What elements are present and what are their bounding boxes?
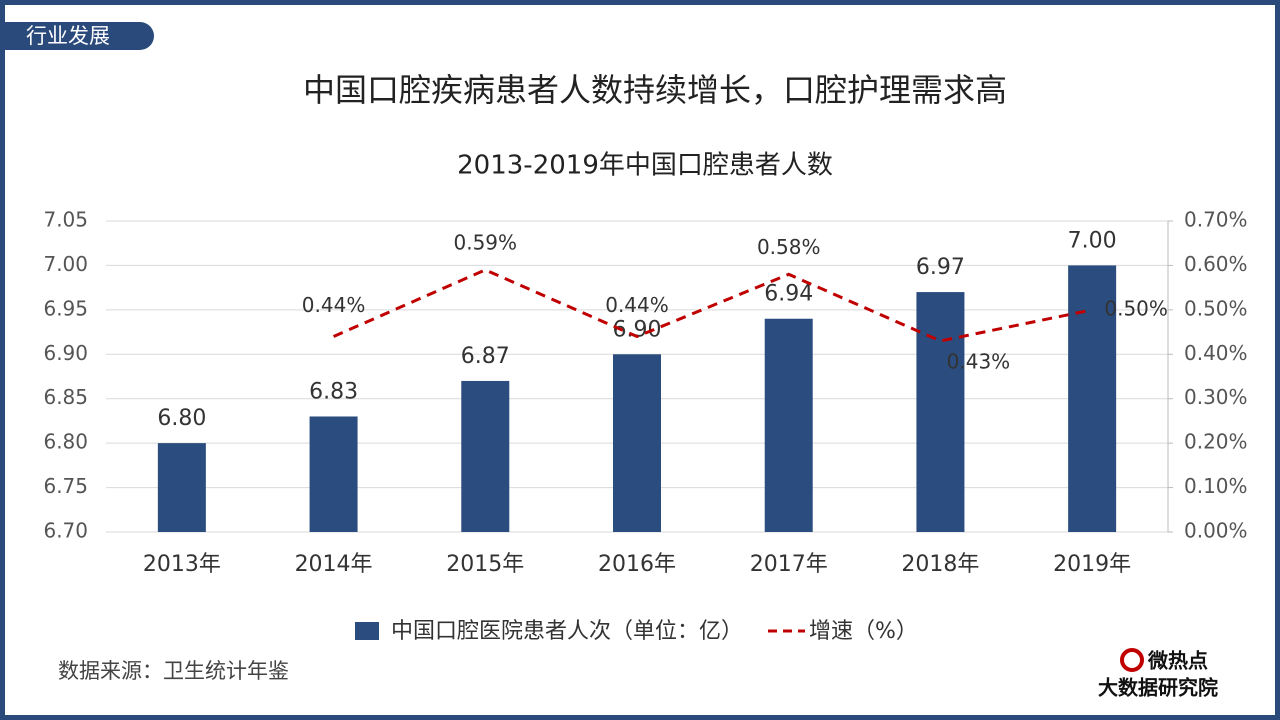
x-tick-label: 2015年 <box>446 552 524 577</box>
x-tick-label: 2014年 <box>295 552 373 577</box>
y2-tick-label: 0.60% <box>1184 252 1248 276</box>
source: 数据来源：卫生统计年鉴 <box>58 659 289 683</box>
y2-tick-label: 0.10% <box>1184 474 1248 498</box>
chart-title: 2013-2019年中国口腔患者人数 <box>457 151 833 181</box>
bar <box>764 318 813 532</box>
x-tick-label: 2018年 <box>901 552 979 577</box>
line-value-label: 0.59% <box>454 230 518 254</box>
line-value-label: 0.43% <box>947 349 1011 373</box>
y2-tick-label: 0.40% <box>1184 341 1248 365</box>
line-value-label: 0.44% <box>605 293 669 317</box>
y2-tick-label: 0.70% <box>1184 208 1248 232</box>
y2-tick-label: 0.30% <box>1184 385 1248 409</box>
bar <box>1068 265 1117 532</box>
logo-line1: 微热点 <box>1147 649 1208 673</box>
line <box>332 268 1093 343</box>
line-value-label: 0.58% <box>757 235 821 259</box>
bar <box>916 292 965 532</box>
y-tick-label: 7.05 <box>43 208 88 232</box>
x-tick-label: 2013年 <box>143 552 221 577</box>
y-tick-label: 6.80 <box>43 430 88 454</box>
y-tick-label: 6.95 <box>43 296 88 320</box>
y2-tick-label: 0.50% <box>1184 296 1248 320</box>
bar <box>613 354 661 532</box>
y2-tick-label: 0.20% <box>1184 430 1248 454</box>
line-value-label: 0.50% <box>1104 296 1168 320</box>
x-tick-label: 2019年 <box>1053 552 1131 577</box>
legend-label: 中国口腔医院患者人次（单位：亿） <box>391 619 743 644</box>
bar-value-label: 6.80 <box>157 406 206 431</box>
bar <box>157 443 206 532</box>
legend-label: 增速（%） <box>809 619 918 644</box>
bar-value-label: 6.94 <box>764 282 813 307</box>
bar-value-label: 7.00 <box>1068 228 1117 253</box>
logo-icon <box>1120 648 1144 672</box>
y-tick-label: 6.75 <box>43 474 88 498</box>
x-tick-label: 2016年 <box>598 552 676 577</box>
logo-line2: 大数据研究院 <box>1098 676 1218 700</box>
bar-value-label: 6.87 <box>461 344 510 369</box>
page-title: 中国口腔疾病患者人数持续增长，口腔护理需求高 <box>303 71 1007 109</box>
x-tick-label: 2017年 <box>750 552 828 577</box>
y-tick-label: 7.00 <box>43 252 88 276</box>
y-tick-label: 6.90 <box>43 341 88 365</box>
section-label: 行业发展 <box>26 24 110 48</box>
y-tick-label: 6.85 <box>43 385 88 409</box>
y-tick-label: 6.70 <box>43 519 88 543</box>
line-value-label: 0.44% <box>302 293 366 317</box>
bar-value-label: 6.97 <box>916 255 965 280</box>
bar-value-label: 6.83 <box>309 379 358 404</box>
legend-swatch <box>355 622 379 640</box>
section-tab <box>0 22 154 50</box>
bar <box>309 416 358 532</box>
bar <box>461 380 510 532</box>
y2-tick-label: 0.00% <box>1184 519 1248 543</box>
